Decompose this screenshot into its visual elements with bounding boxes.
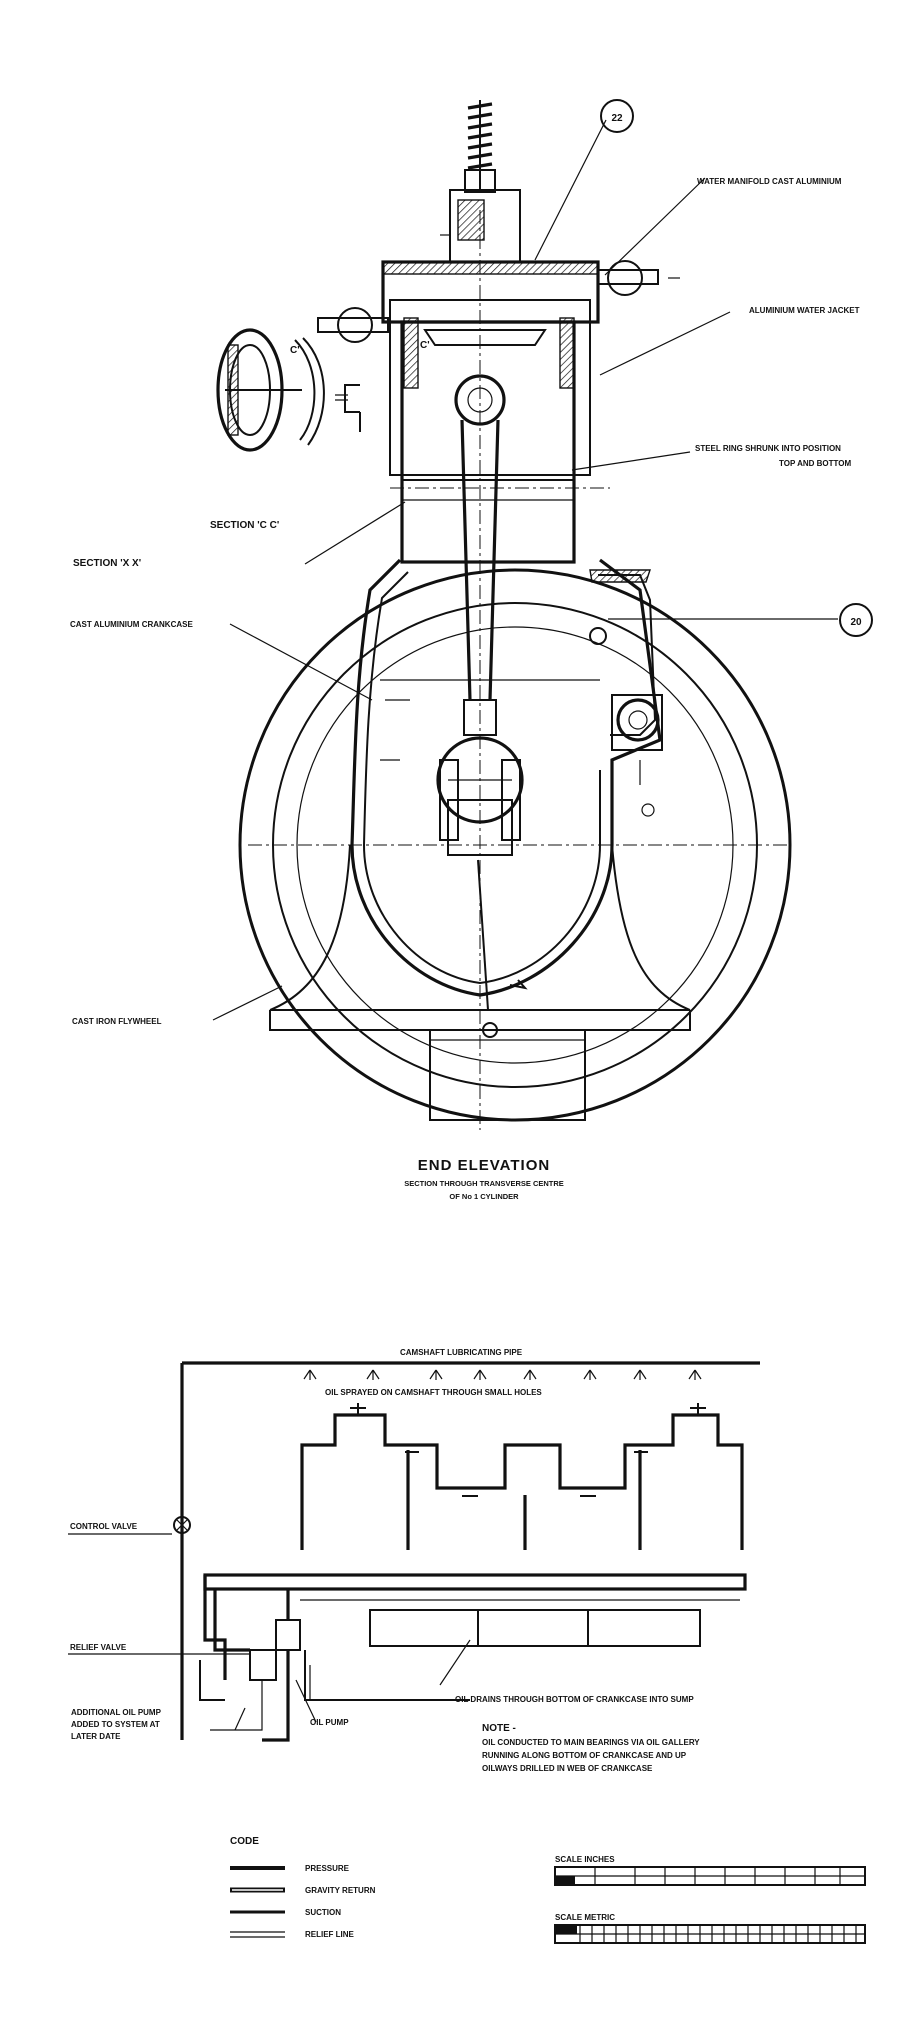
legend-heading: CODE	[230, 1836, 259, 1847]
note-line-1: OIL CONDUCTED TO MAIN BEARINGS VIA OIL G…	[482, 1738, 700, 1747]
label-crankcase: CAST ALUMINIUM CRANKCASE	[70, 620, 193, 629]
scale-inches-bar	[554, 1866, 866, 1886]
label-section-cc: SECTION 'C C'	[210, 520, 279, 531]
scale-metric-ticks	[579, 1925, 857, 1943]
scale-inches-label: SCALE INCHES	[555, 1855, 615, 1864]
legend: CODE PRESSURE GRAVITY RETURN SUCTION REL…	[230, 1836, 376, 1939]
scale-metric-label: SCALE METRIC	[555, 1913, 615, 1922]
label-oil-pump: OIL PUMP	[310, 1718, 349, 1727]
legend-item-label: GRAVITY RETURN	[305, 1886, 376, 1895]
left-fittings	[335, 384, 361, 432]
legend-item-pressure: PRESSURE	[230, 1864, 350, 1873]
callout-20-text: 20	[850, 617, 862, 628]
label-control-valve: CONTROL VALVE	[70, 1522, 138, 1531]
valve-gear	[440, 100, 521, 263]
callout-22: 22	[600, 99, 634, 133]
right-auxiliary	[589, 569, 663, 817]
section-cc-detail	[216, 328, 325, 452]
label-section-xx: SECTION 'X X'	[73, 558, 141, 569]
label-water-manifold: WATER MANIFOLD CAST ALUMINIUM	[697, 177, 842, 186]
label-relief-valve: RELIEF VALVE	[70, 1643, 127, 1652]
label-water-jacket: ALUMINIUM WATER JACKET	[749, 306, 860, 315]
end-elevation-drawing: 22 20 WATER MANIFOLD CAST ALUMINIUM ALUM…	[70, 99, 873, 1201]
legend-item-gravity: GRAVITY RETURN	[230, 1886, 376, 1895]
label-flywheel: CAST IRON FLYWHEEL	[72, 1017, 162, 1026]
end-elevation-subtitle-1: SECTION THROUGH TRANSVERSE CENTRE	[404, 1179, 564, 1188]
scale-bars: SCALE INCHES SCALE METRIC	[554, 1855, 866, 1944]
legend-item-suction: SUCTION	[230, 1908, 341, 1917]
callout-20: 20	[839, 603, 873, 637]
legend-item-label: RELIEF LINE	[305, 1930, 355, 1939]
label-additional-pump-1: ADDITIONAL OIL PUMP	[71, 1708, 162, 1717]
label-oil-sprayed: OIL SPRAYED ON CAMSHAFT THROUGH SMALL HO…	[325, 1388, 542, 1397]
leader-lines	[212, 119, 838, 1021]
oil-system-schematic: CAMSHAFT LUBRICATING PIPE OIL SPRAYED ON…	[68, 1348, 760, 1773]
water-manifolds	[317, 260, 680, 343]
legend-item-label: SUCTION	[305, 1908, 341, 1917]
label-additional-pump-2: ADDED TO SYSTEM AT	[71, 1720, 160, 1729]
label-oil-drains: OIL DRAINS THROUGH BOTTOM OF CRANKCASE I…	[455, 1695, 694, 1704]
centre-lines	[248, 210, 790, 1130]
note-heading: NOTE -	[482, 1723, 516, 1734]
gallery-caps	[350, 1403, 706, 1497]
callout-22-text: 22	[611, 113, 623, 124]
end-elevation-title: END ELEVATION	[418, 1157, 550, 1174]
end-elevation-subtitle-2: OF No 1 CYLINDER	[449, 1192, 519, 1201]
label-steel-ring-2: TOP AND BOTTOM	[779, 459, 851, 468]
control-valve	[173, 1516, 191, 1534]
sump	[429, 1029, 586, 1121]
label-camshaft-pipe: CAMSHAFT LUBRICATING PIPE	[400, 1348, 523, 1357]
scale-metric-bar	[554, 1924, 866, 1944]
note-line-3: OILWAYS DRILLED IN WEB OF CRANKCASE	[482, 1764, 653, 1773]
piston-and-rod	[423, 329, 547, 1038]
legend-item-label: PRESSURE	[305, 1864, 350, 1873]
note-line-2: RUNNING ALONG BOTTOM OF CRANKCASE AND UP	[482, 1751, 687, 1760]
label-additional-pump-3: LATER DATE	[71, 1732, 121, 1741]
legend-item-relief: RELIEF LINE	[230, 1930, 355, 1939]
marker-c-left: C'	[290, 345, 300, 356]
spray-marks	[303, 1369, 702, 1380]
marker-c-right: C'	[420, 340, 430, 351]
label-steel-ring-1: STEEL RING SHRUNK INTO POSITION	[695, 444, 841, 453]
crankcase	[350, 558, 662, 997]
cylinder-block	[381, 260, 600, 564]
